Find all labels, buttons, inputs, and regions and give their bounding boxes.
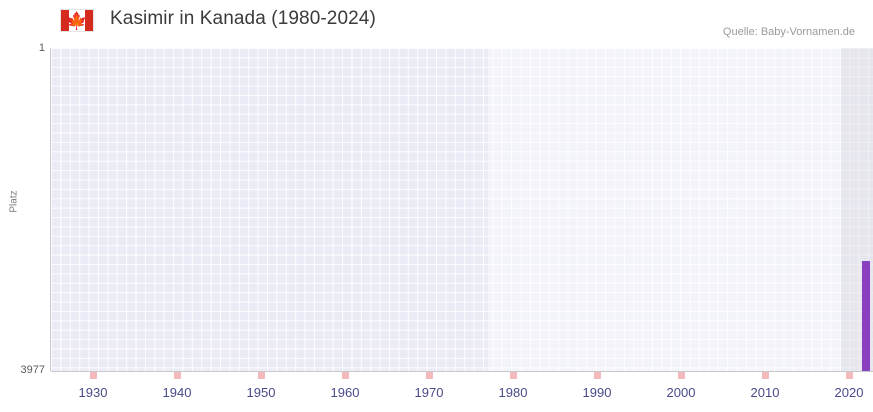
x-axis-line xyxy=(51,371,873,372)
x-tick-mark-1950 xyxy=(257,372,265,379)
chart-header: 🍁 Kasimir in Kanada (1980-2024) Quelle: … xyxy=(0,0,873,44)
x-tick-mark-1990 xyxy=(593,372,601,379)
x-tick-mark-1980 xyxy=(509,372,517,379)
y-axis-top-tick-label: 1 xyxy=(38,42,45,54)
flag-right-bar xyxy=(85,10,93,31)
x-tick-mark-2000 xyxy=(677,372,685,379)
x-tick-label-2010: 2010 xyxy=(750,385,780,400)
page-title: Kasimir in Kanada (1980-2024) xyxy=(110,8,376,29)
y-axis-line xyxy=(50,48,51,371)
x-tick-label-1940: 1940 xyxy=(162,385,192,400)
maple-leaf-icon: 🍁 xyxy=(66,11,88,30)
x-tick-mark-2010 xyxy=(761,372,769,379)
x-tick-label-1950: 1950 xyxy=(246,385,276,400)
x-tick-label-1960: 1960 xyxy=(330,385,360,400)
y-axis-title: Platz xyxy=(8,190,20,213)
plot-gridlines xyxy=(51,48,873,371)
plot-region-light-band xyxy=(487,48,873,371)
x-tick-label-2020: 2020 xyxy=(834,385,864,400)
x-tick-mark-1940 xyxy=(173,372,181,379)
x-tick-label-1930: 1930 xyxy=(78,385,108,400)
y-axis-bottom-tick-label: 3977 xyxy=(20,364,45,376)
x-tick-label-2000: 2000 xyxy=(666,385,696,400)
x-tick-mark-1960 xyxy=(341,372,349,379)
x-tick-mark-1930 xyxy=(89,372,97,379)
flag-left-bar xyxy=(61,10,69,31)
x-tick-label-1990: 1990 xyxy=(582,385,612,400)
x-tick-mark-2020 xyxy=(845,372,853,379)
canada-flag-icon: 🍁 xyxy=(60,9,94,32)
x-tick-label-1980: 1980 xyxy=(498,385,528,400)
x-tick-mark-1970 xyxy=(425,372,433,379)
source-label: Quelle: Baby-Vornamen.de xyxy=(722,26,855,38)
x-tick-label-1970: 1970 xyxy=(414,385,444,400)
plot-area xyxy=(51,48,873,371)
bar-2022[interactable] xyxy=(861,260,870,371)
